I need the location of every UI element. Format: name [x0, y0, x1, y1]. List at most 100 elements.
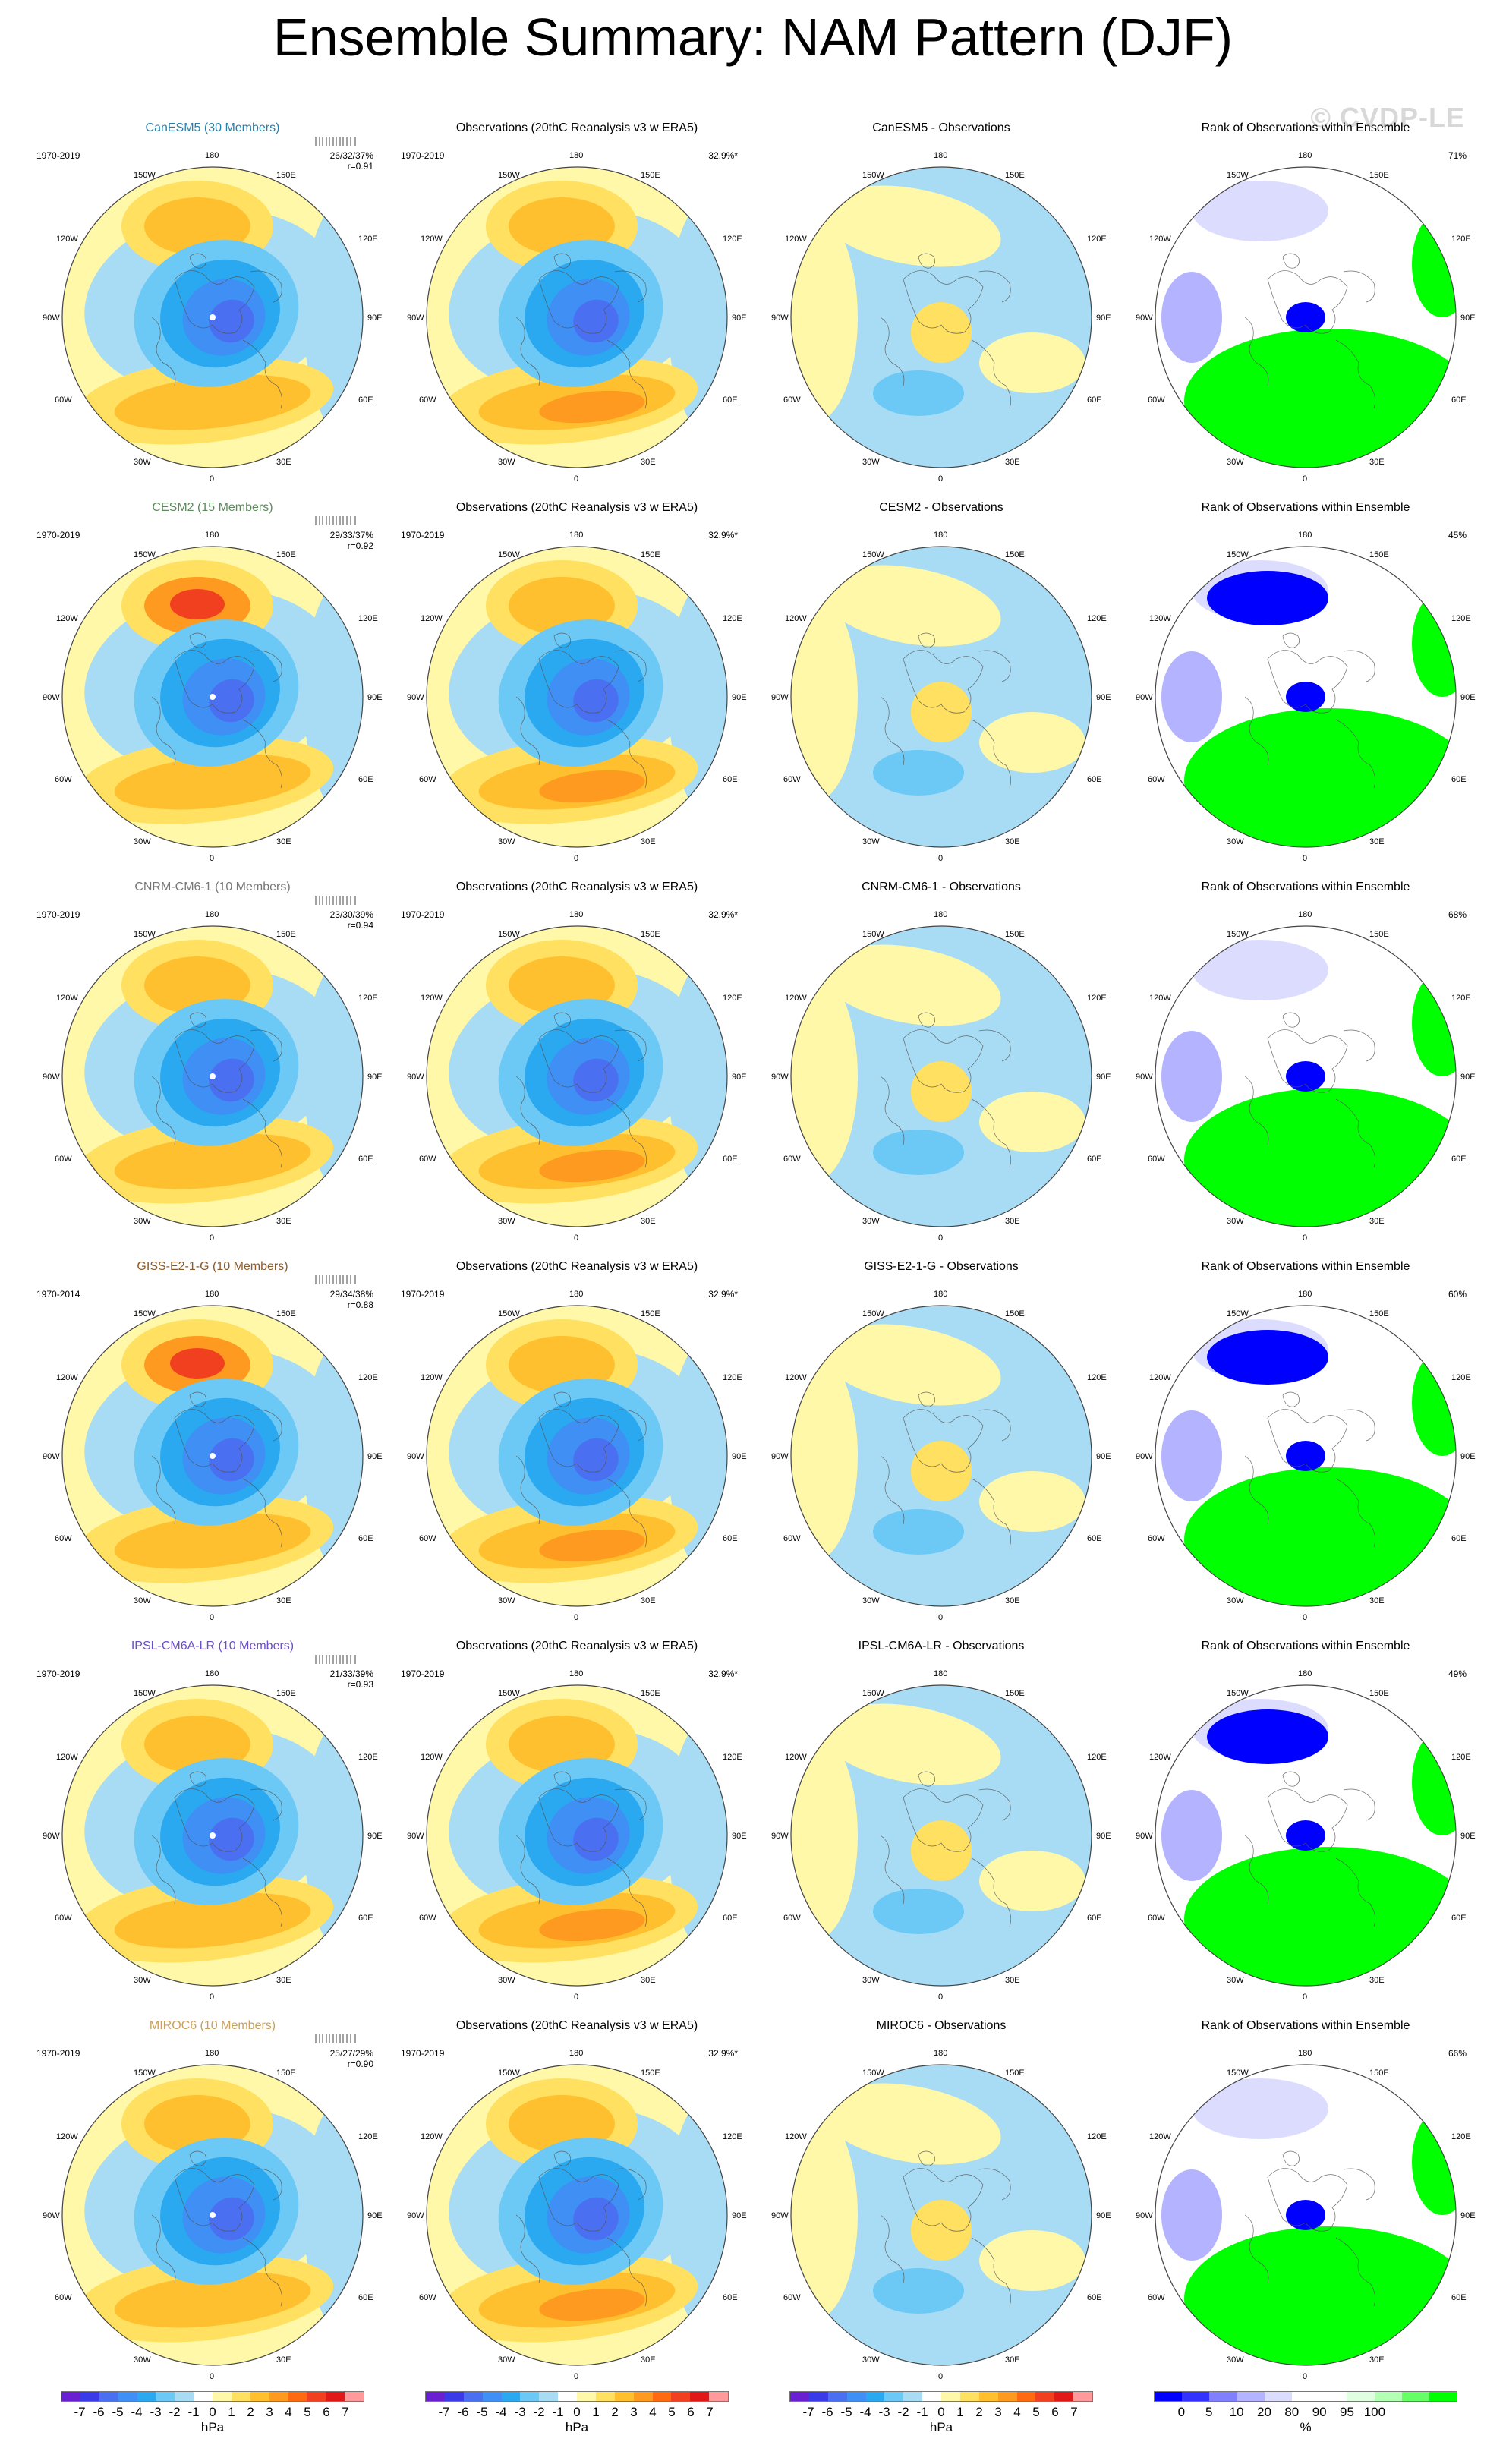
colorbar-swatch	[709, 2392, 728, 2401]
polar-map: 180 150W 150E 120W 120E 90W 90E 60W 60E 30W 30E 0	[43, 531, 383, 863]
lon-label-n120w: 120W	[56, 614, 78, 623]
colorbar-swatch	[1016, 2392, 1036, 2401]
anomaly-high-atlantic-core	[114, 1892, 311, 1949]
lon-label-n150e: 150E	[641, 550, 660, 559]
lon-label-s60w: 60W	[783, 1534, 801, 1543]
lon-label-n120w: 120W	[56, 1753, 78, 1762]
obs-variance: 32.9%*	[708, 1668, 738, 1679]
lon-label-n120e: 120E	[1087, 235, 1107, 244]
variance-range: 21/33/39%	[329, 1668, 373, 1679]
colorbar-swatch	[1054, 2392, 1074, 2401]
lon-label-n120w: 120W	[1149, 2132, 1171, 2141]
ensemble-spread-glyph	[315, 516, 356, 525]
lon-label-s30w: 30W	[862, 837, 880, 846]
model-stats: 29/33/37% r=0.92	[330, 530, 373, 551]
colorbar-swatch	[463, 2392, 483, 2401]
polar-map-svg	[790, 546, 1092, 848]
watermark: © CVDP-LE	[1310, 102, 1465, 133]
pattern-correlation: r=0.94	[347, 920, 373, 931]
lon-label-n180: 180	[205, 151, 219, 160]
lon-label-w90: 90W	[407, 2211, 424, 2220]
rank-low-center	[1286, 2200, 1325, 2230]
colorbar-swatch	[827, 2392, 847, 2401]
lon-label-n120w: 120W	[421, 614, 443, 623]
lon-label-s0: 0	[938, 1234, 944, 1243]
lon-label-n150e: 150E	[276, 171, 296, 180]
colorbar-tick: -1	[552, 2405, 564, 2419]
obs-variance: 32.9%*	[708, 909, 738, 920]
lon-label-n120w: 120W	[421, 1373, 443, 1382]
lon-label-n150w: 150W	[1227, 171, 1249, 180]
lon-label-s30e: 30E	[1369, 2355, 1385, 2365]
panel-title-diff: CNRM-CM6-1 - Observations	[862, 881, 1021, 893]
colorbar-swatch	[978, 2392, 998, 2401]
rank-percent: 45%	[1448, 530, 1467, 540]
panel-r5-c3: Rank of Observations within Ensemble 66% 1…	[1123, 2019, 1488, 2399]
lon-label-n120w: 120W	[56, 1373, 78, 1382]
anomaly-high-pacific-max	[170, 589, 225, 619]
lon-label-w90: 90W	[407, 1832, 424, 1841]
lon-label-s30w: 30W	[134, 1217, 151, 1226]
lon-label-w90: 90W	[407, 693, 424, 702]
pole-marker	[210, 1453, 216, 1459]
lon-label-s30e: 30E	[1005, 458, 1020, 467]
rank-low-west	[1161, 272, 1222, 363]
period-label: 1970-2014	[36, 1289, 80, 1300]
lon-label-n150w: 150W	[134, 1309, 156, 1319]
colorbar-tick: 6	[323, 2405, 330, 2419]
lon-label-s0: 0	[210, 474, 215, 484]
anomaly-high-atlantic-max	[539, 1529, 645, 1562]
lon-label-s60w: 60W	[55, 2293, 72, 2302]
colorbar-swatch	[671, 2392, 691, 2401]
lon-label-s0: 0	[210, 854, 215, 863]
colorbar-swatch	[1291, 2392, 1320, 2401]
anomaly-high-atlantic-max	[539, 2288, 645, 2321]
colorbar-swatch	[156, 2392, 175, 2401]
colorbar-ticks: -7 -6 -5 -4 -3 -2 -1 0 1 2 3 4 5 6 7	[61, 2405, 364, 2419]
map-border	[61, 166, 364, 468]
lon-label-n120e: 120E	[1087, 2132, 1107, 2141]
lon-label-e90: 90E	[1460, 1073, 1476, 1082]
colorbar-swatch	[633, 2392, 653, 2401]
panel-title-diff: CanESM5 - Observations	[872, 121, 1010, 134]
lon-label-s60e: 60E	[1451, 775, 1467, 784]
colorbar-swatch	[307, 2392, 326, 2401]
panel-title-obs: Observations (20thC Reanalysis v3 w ERA5…	[455, 1640, 698, 1653]
polar-map: 180 150W 150E 120W 120E 90W 90E 60W 60E 30W 30E 0	[407, 531, 747, 863]
period-label: 1970-2019	[36, 150, 80, 161]
lon-label-w90: 90W	[771, 2211, 789, 2220]
rank-low-light	[1192, 940, 1328, 1000]
polar-map-svg	[426, 925, 728, 1227]
colorbar-swatch	[1374, 2392, 1402, 2401]
rank-low-region	[1207, 1330, 1328, 1385]
model-stats: 23/30/39% r=0.94	[330, 909, 373, 931]
colorbar-swatch	[997, 2392, 1017, 2401]
lon-label-s30e: 30E	[276, 1596, 291, 1605]
map-border	[790, 166, 1092, 468]
diff-positive-center	[911, 1061, 972, 1122]
lon-label-s0: 0	[938, 1613, 944, 1622]
polar-map: 180 150W 150E 120W 120E 90W 90E 60W 60E 30W 30E 0	[1136, 152, 1476, 484]
colorbar-swatch	[614, 2392, 634, 2401]
lon-label-s60w: 60W	[783, 2293, 801, 2302]
colorbar-swatch	[1401, 2392, 1429, 2401]
rank-low-west	[1161, 1790, 1222, 1881]
lon-label-n120e: 120E	[1451, 1373, 1471, 1382]
lon-label-s60e: 60E	[723, 395, 738, 405]
lon-label-n120w: 120W	[421, 235, 443, 244]
lon-label-s60w: 60W	[419, 395, 436, 405]
diff-positive-east	[979, 712, 1085, 773]
polar-map-svg	[1155, 925, 1457, 1227]
variance-range: 26/32/37%	[329, 150, 373, 161]
lon-label-e90: 90E	[1460, 314, 1476, 323]
colorbar-tick: 0	[1177, 2405, 1186, 2419]
lon-label-e90: 90E	[1460, 1452, 1476, 1461]
colorbar-swatch	[922, 2392, 941, 2401]
lon-label-e90: 90E	[1096, 693, 1111, 702]
lon-label-n120w: 120W	[1149, 614, 1171, 623]
pole-marker	[210, 694, 216, 700]
colorbar-swatch	[118, 2392, 137, 2401]
colorbar-swatch	[482, 2392, 502, 2401]
polar-map-svg	[426, 166, 728, 468]
lon-label-e90: 90E	[1460, 1832, 1476, 1841]
